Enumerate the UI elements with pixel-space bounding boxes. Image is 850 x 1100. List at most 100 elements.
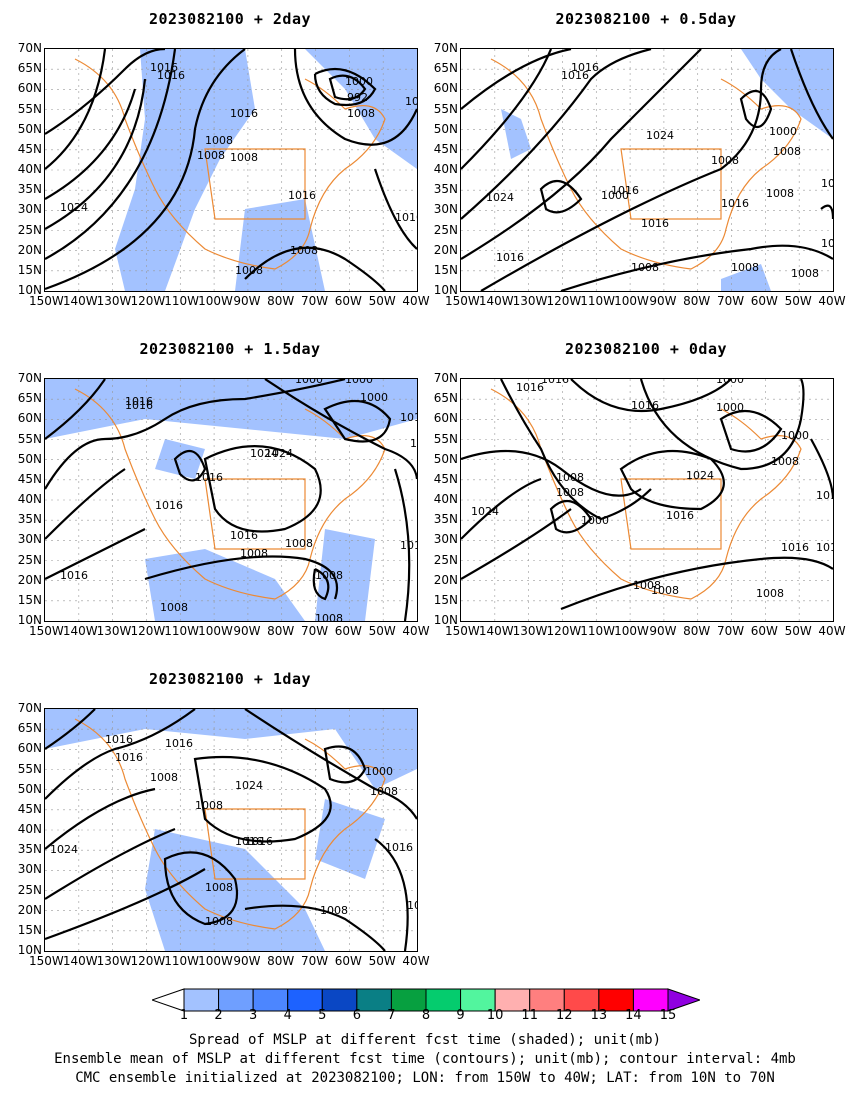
- contour-label: 1016: [60, 569, 88, 582]
- contour-label: 992: [347, 91, 368, 104]
- lat-tick-label: 60N: [433, 81, 458, 96]
- lon-tick-label: 80W: [267, 624, 295, 638]
- lat-tick-label: 15N: [433, 592, 458, 607]
- contour-label: 1008: [631, 261, 659, 274]
- lon-tick-label: 110W: [580, 624, 616, 638]
- lat-tick-label: 70N: [433, 371, 458, 385]
- lat-tick-label: 10N: [433, 613, 458, 627]
- isobar-contour: [45, 827, 176, 900]
- isobar-contour: [374, 838, 409, 951]
- lat-tick-label: 50N: [433, 121, 458, 136]
- contour-label: 1000: [365, 765, 393, 778]
- colorbar-tick-label: 5: [318, 1008, 327, 1023]
- contour-label: 1016: [816, 541, 833, 554]
- contour-label: 1008: [315, 569, 343, 582]
- contour-label: 1016: [400, 539, 417, 552]
- lon-tick-label: 60W: [750, 294, 778, 308]
- lat-tick-label: 10N: [17, 943, 42, 957]
- isobar-contour: [393, 468, 411, 621]
- contour-label: 1024: [250, 447, 278, 460]
- lon-tick-label: 80W: [267, 294, 295, 308]
- contour-label: 1008: [766, 187, 794, 200]
- contour-label: 1016: [781, 541, 809, 554]
- lon-tick-label: 100W: [198, 624, 233, 638]
- isobar-contour: [45, 528, 146, 580]
- lon-tick-label: 130W: [512, 624, 548, 638]
- contour-label: 1016: [245, 835, 273, 848]
- caption-line-1: Spread of MSLP at different fcst time (s…: [188, 1032, 661, 1048]
- lat-tick-label: 65N: [17, 391, 42, 406]
- lat-tick-label: 20N: [17, 572, 42, 587]
- contour-label: 1008: [205, 134, 233, 147]
- lon-tick-label: 140W: [62, 294, 98, 308]
- lon-tick-label: 60W: [750, 624, 778, 638]
- colorbar-tick-label: 10: [486, 1008, 504, 1023]
- caption-line-2: Ensemble mean of MSLP at different fcst …: [54, 1051, 796, 1067]
- lat-tick-label: 60N: [17, 741, 42, 756]
- contour-label: 102: [821, 177, 833, 190]
- lon-tick-label: 70W: [300, 294, 329, 308]
- contour-label: 1008: [160, 601, 188, 614]
- colorbar-tick-label: 4: [283, 1008, 292, 1023]
- lon-tick-label: 90W: [649, 294, 677, 308]
- colorbar-tick-label: 15: [659, 1008, 677, 1023]
- panel-title: 2023082100 + 0day: [564, 340, 728, 358]
- contour-label: 1000: [345, 75, 373, 88]
- lon-tick-label: 130W: [96, 294, 132, 308]
- lon-tick-label: 140W: [478, 624, 514, 638]
- lon-tick-label: 80W: [267, 954, 295, 968]
- lat-tick-label: 10N: [17, 613, 42, 627]
- panel-title: 2023082100 + 1.5day: [139, 340, 321, 358]
- lat-tick-label: 35N: [17, 182, 42, 197]
- contour-label: 1016: [516, 381, 544, 394]
- lat-tick-label: 30N: [17, 862, 42, 877]
- isobar-contour: [323, 399, 392, 443]
- contour-label: 1016: [816, 489, 833, 502]
- lat-tick-label: 55N: [17, 761, 42, 776]
- lon-tick-label: 120W: [130, 294, 166, 308]
- contour-label: 1024: [471, 505, 499, 518]
- contour-label: 1016: [165, 737, 193, 750]
- contour-label: 1008: [285, 537, 313, 550]
- lat-tick-label: 50N: [433, 451, 458, 466]
- isobar-contour: [203, 445, 322, 533]
- contour-label: 1000: [295, 379, 323, 386]
- lon-tick-label: 150W: [445, 624, 480, 638]
- map-plot-area: 1016101610009921016101610081008100810161…: [44, 48, 418, 292]
- contour-label: 1000: [345, 379, 373, 386]
- isobar-contour: [323, 745, 367, 784]
- isobar-contour: [539, 179, 583, 214]
- contour-label: 1024: [50, 843, 78, 856]
- panel-title: 2023082100 + 2day: [148, 10, 312, 28]
- lon-tick-label: 40W: [402, 294, 430, 308]
- isobar-contour: [45, 379, 106, 440]
- lat-tick-label: 65N: [433, 391, 458, 406]
- panel-title: 2023082100 + 1day: [148, 670, 312, 688]
- lat-tick-label: 50N: [17, 781, 42, 796]
- colorbar-tick-label: 3: [249, 1008, 258, 1023]
- isobar-contour: [461, 49, 702, 260]
- lat-tick-label: 40N: [17, 492, 42, 506]
- lat-tick-label: 25N: [17, 882, 42, 897]
- contour-label: 1000: [716, 379, 744, 386]
- isobar-contour: [500, 379, 652, 521]
- colorbar-tick-label: 13: [590, 1008, 608, 1023]
- spread-shading: [45, 709, 417, 951]
- map-panel-p0day: 2023082100 + 0day 1016 1016 1000 1000 1016 100…: [416, 340, 846, 640]
- contour-label: 1024: [265, 447, 293, 460]
- contour-label: 1016: [125, 395, 153, 408]
- lon-tick-label: 110W: [164, 624, 200, 638]
- lon-tick-label: 60W: [334, 954, 362, 968]
- isobar-contour: [45, 49, 177, 260]
- map-panel-p05day: 2023082100 + 0.5day 1016 1016 1024 1000 1008 1…: [416, 10, 846, 310]
- lat-tick-label: 40N: [17, 822, 42, 836]
- lat-tick-label: 45N: [433, 141, 458, 156]
- lat-tick-label: 30N: [17, 202, 42, 217]
- lat-tick-label: 10N: [433, 283, 458, 297]
- isobar-contour: [820, 204, 833, 220]
- isobar-contour: [163, 851, 239, 926]
- lon-tick-label: 50W: [784, 624, 812, 638]
- colorbar-tick-label: 14: [625, 1008, 642, 1023]
- lat-tick-label: 30N: [433, 202, 458, 217]
